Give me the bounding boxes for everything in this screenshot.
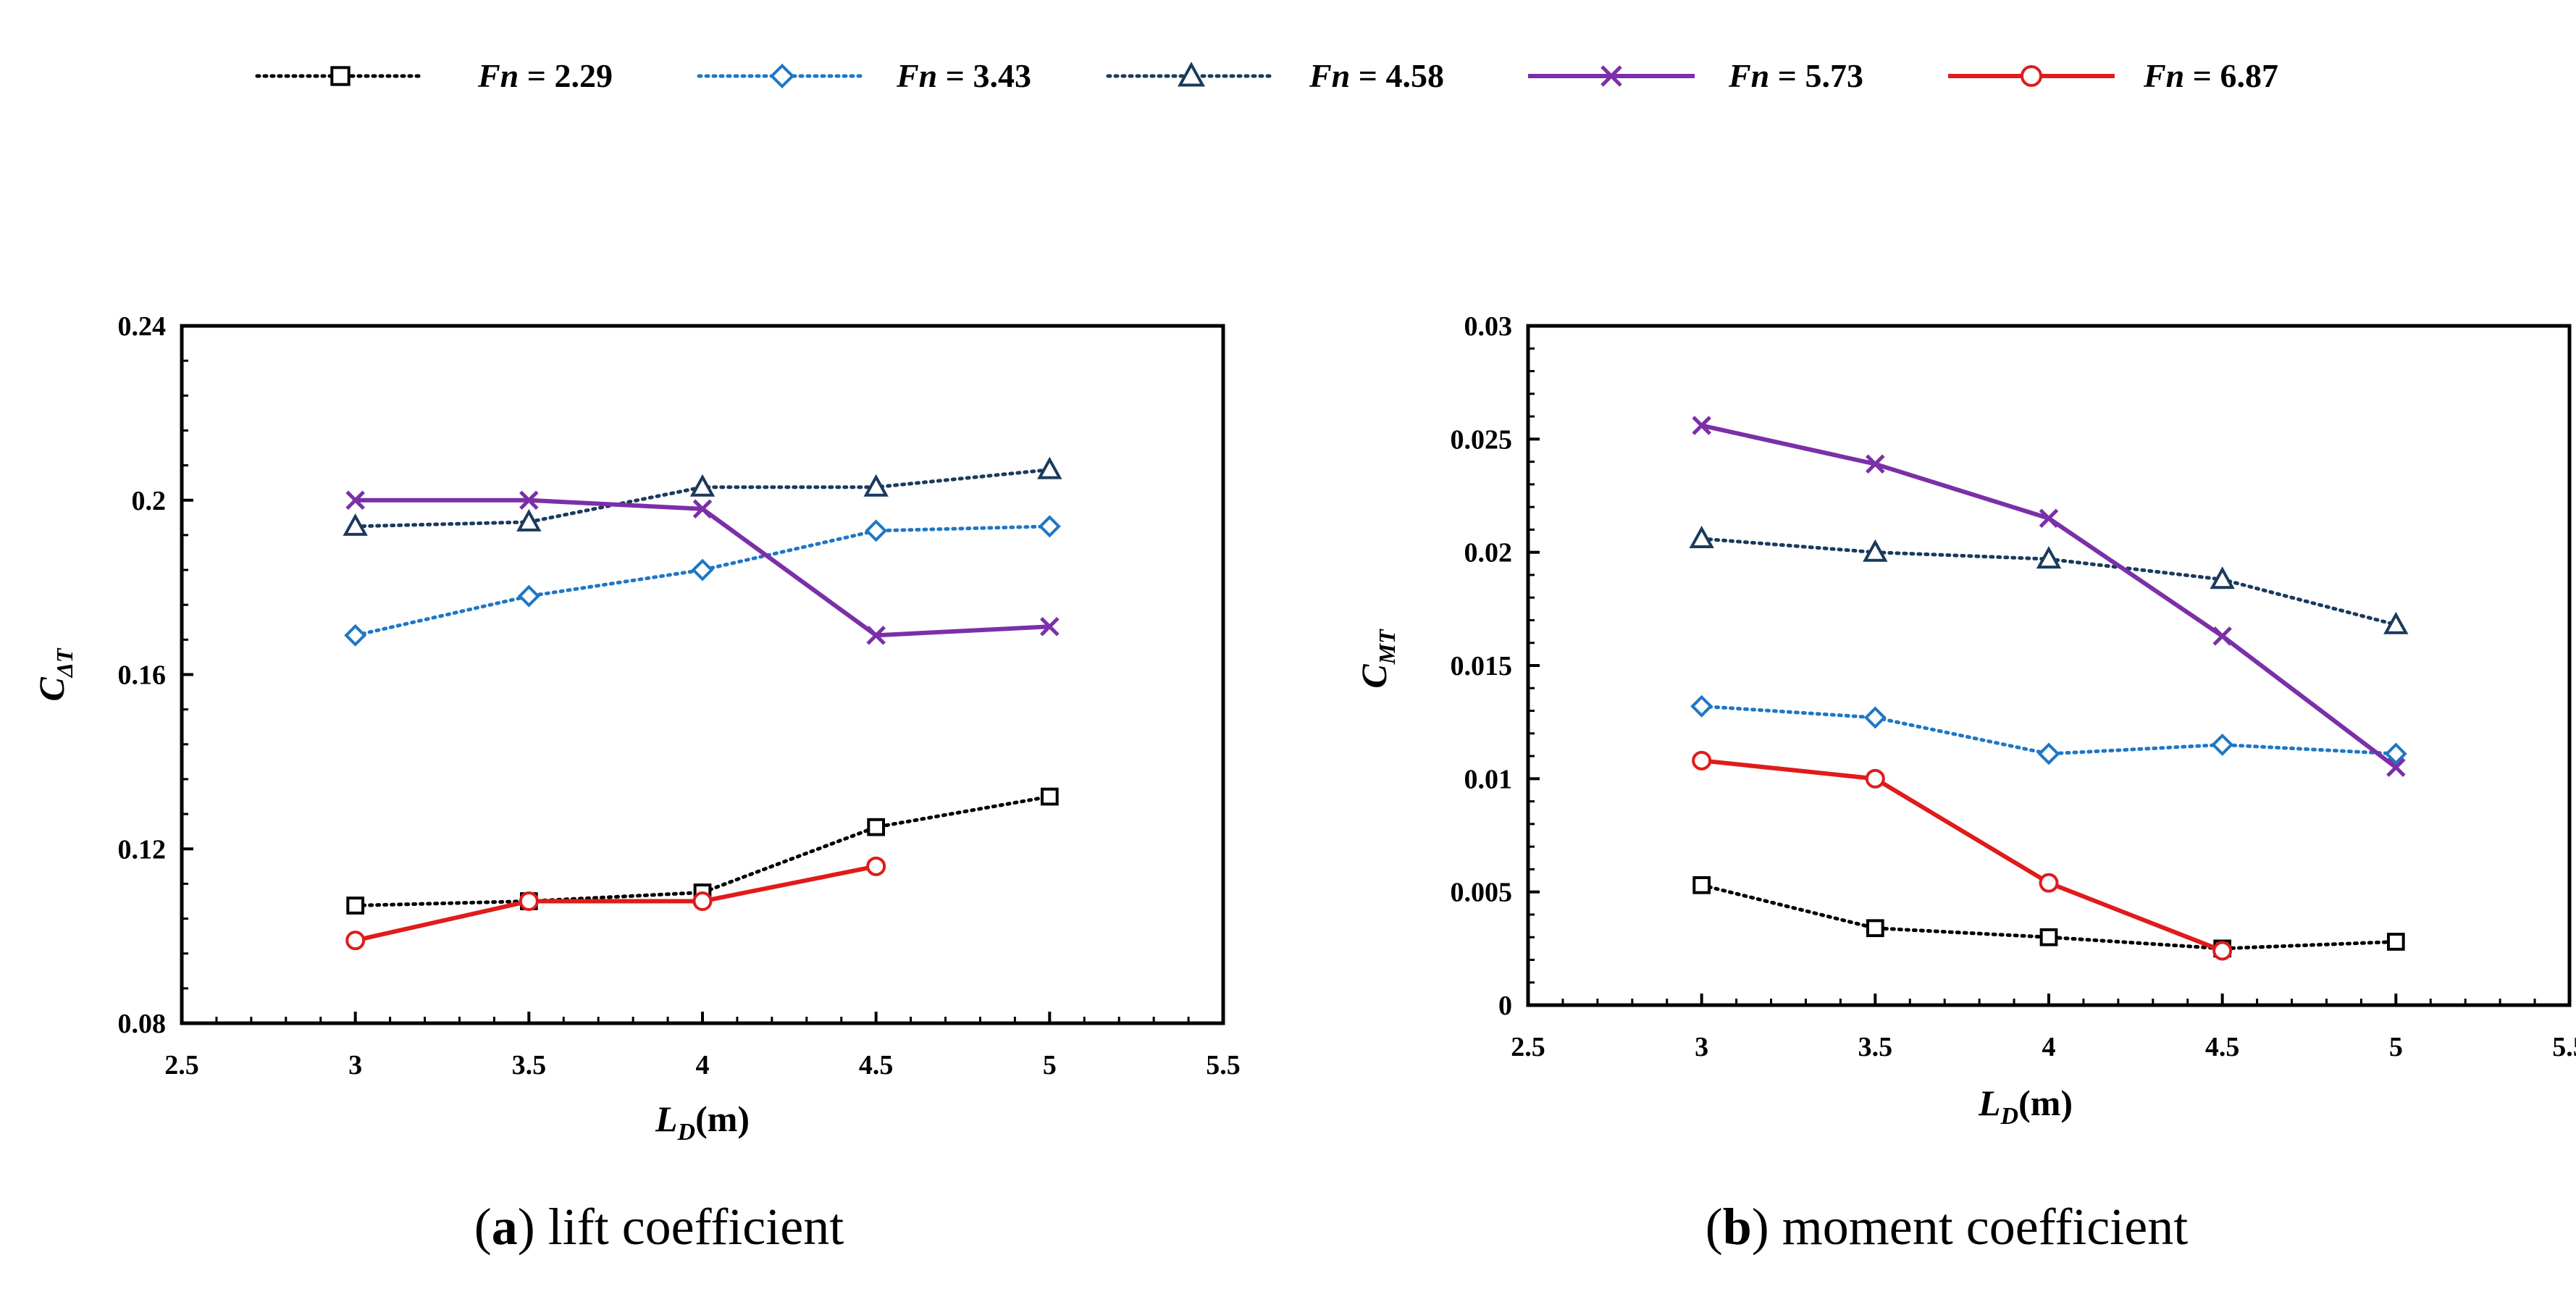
data-point: [1693, 752, 1710, 769]
data-point: [693, 560, 711, 579]
x-tick-label: 2.5: [1511, 1032, 1545, 1062]
axis-ticks: [182, 326, 1223, 1023]
legend-swatch-4: [1948, 67, 2115, 85]
chart-lift-coefficient: 0.08 0.12 0.16 0.2 0.24 2.5 3 3.5 4 4.5 5 5.5 CΔT L…: [31, 311, 1241, 1256]
y-tick-label: 0.015: [1451, 651, 1513, 681]
x-tick-label: 2.5: [164, 1050, 199, 1080]
x-tick-label: 5.5: [2552, 1032, 2576, 1062]
x-axis-label: LD(m): [1978, 1083, 2073, 1130]
series-4.58: [1692, 529, 2406, 633]
data-point: [867, 521, 885, 539]
data-point: [868, 858, 884, 875]
x-tick-label: 3: [348, 1050, 362, 1080]
y-tick-label: 0.02: [1464, 538, 1513, 568]
data-point: [348, 898, 363, 913]
data-point: [2041, 875, 2057, 891]
data-point: [1041, 517, 1059, 535]
legend-item-1: Fn = 3.43: [699, 57, 1031, 94]
data-point: [2213, 736, 2231, 754]
axis-ticks: [1528, 326, 2569, 1005]
y-axis-label: CΔT: [31, 647, 77, 701]
data-point: [2039, 744, 2057, 763]
legend-marker: [2022, 67, 2041, 85]
data-point: [520, 587, 538, 605]
y-tick-label: 0.03: [1464, 311, 1513, 342]
y-tick-label: 0.025: [1451, 424, 1513, 455]
data-point: [2042, 930, 2057, 945]
y-tick-label: 0.01: [1464, 764, 1513, 794]
data-point: [868, 820, 884, 835]
series-layer: [1692, 417, 2406, 959]
series-5.73: [1693, 417, 2404, 776]
x-tick-label: 4.5: [859, 1050, 894, 1080]
y-tick-label: 0.16: [118, 660, 167, 691]
legend-item-3: Fn = 5.73: [1528, 57, 1863, 94]
tick-labels: 0.08 0.12 0.16 0.2 0.24 2.5 3 3.5 4 4.5 5 5.5: [118, 311, 1241, 1080]
legend-item-4: Fn = 6.87: [1948, 57, 2278, 94]
series-line: [1702, 760, 2223, 951]
x-tick-label: 4.5: [2205, 1032, 2240, 1062]
y-axis-label: CMT: [1354, 629, 1400, 689]
legend-item-0: Fn = 2.29: [257, 57, 613, 94]
data-point: [2214, 942, 2231, 959]
legend-label-2: Fn = 4.58: [1309, 57, 1444, 94]
legend-label-4: Fn = 6.87: [2143, 57, 2278, 94]
x-tick-label: 5.5: [1206, 1050, 1241, 1080]
legend-label-1: Fn = 3.43: [896, 57, 1031, 94]
plot-frame: [1528, 326, 2569, 1005]
x-tick-label: 5: [1043, 1050, 1057, 1080]
legend-label-0: Fn = 2.29: [477, 57, 613, 94]
x-tick-label: 3: [1695, 1032, 1708, 1062]
x-tick-label: 4: [696, 1050, 710, 1080]
legend: Fn = 2.29 Fn = 3.43 Fn = 4.58 Fn = 5.73 …: [257, 57, 2278, 94]
x-tick-label: 5: [2389, 1032, 2403, 1062]
legend-label-3: Fn = 5.73: [1728, 57, 1863, 94]
data-point: [2214, 628, 2231, 644]
data-point: [346, 626, 364, 644]
series-3.43: [346, 517, 1059, 644]
y-tick-label: 0: [1498, 991, 1512, 1021]
tick-labels: 0 0.005 0.01 0.015 0.02 0.025 0.03 2.5 3 3.5 4 4.5 5…: [1451, 311, 2576, 1062]
x-tick-label: 3.5: [1858, 1032, 1893, 1062]
data-point: [521, 893, 537, 910]
y-tick-label: 0.24: [118, 311, 167, 342]
data-point: [1692, 697, 1711, 715]
legend-marker: [332, 67, 348, 84]
x-tick-label: 4: [2042, 1032, 2056, 1062]
series-layer: [345, 460, 1060, 949]
y-tick-label: 0.005: [1451, 878, 1513, 908]
data-point: [1866, 708, 1884, 726]
data-point: [1040, 460, 1060, 478]
series-6.87: [1693, 752, 2231, 960]
series-3.43: [1692, 697, 2405, 763]
series-4.58: [345, 460, 1060, 534]
data-point: [695, 893, 711, 910]
x-axis-label: LD(m): [655, 1099, 750, 1146]
x-tick-label: 3.5: [512, 1050, 547, 1080]
caption: (a) lift coefficient: [474, 1198, 844, 1256]
legend-swatch-3: [1528, 67, 1695, 85]
legend-swatch-2: [1108, 64, 1275, 85]
plot-frame: [182, 326, 1223, 1023]
legend-item-2: Fn = 4.58: [1108, 57, 1444, 94]
data-point: [1042, 789, 1057, 805]
chart-moment-coefficient: 0 0.005 0.01 0.015 0.02 0.025 0.03 2.5 3 3.5 4 4.5 5…: [1354, 311, 2576, 1256]
legend-marker: [772, 66, 793, 87]
caption: (b) moment coefficient: [1706, 1198, 2188, 1256]
y-tick-label: 0.12: [118, 834, 167, 865]
legend-swatch-1: [699, 66, 865, 87]
legend-swatch-0: [257, 67, 424, 84]
y-tick-label: 0.08: [118, 1009, 167, 1039]
y-tick-label: 0.2: [132, 486, 167, 516]
data-point: [1867, 771, 1884, 787]
data-point: [1868, 920, 1883, 936]
data-point: [2388, 934, 2404, 949]
data-point: [347, 932, 364, 949]
data-point: [1694, 878, 1709, 893]
